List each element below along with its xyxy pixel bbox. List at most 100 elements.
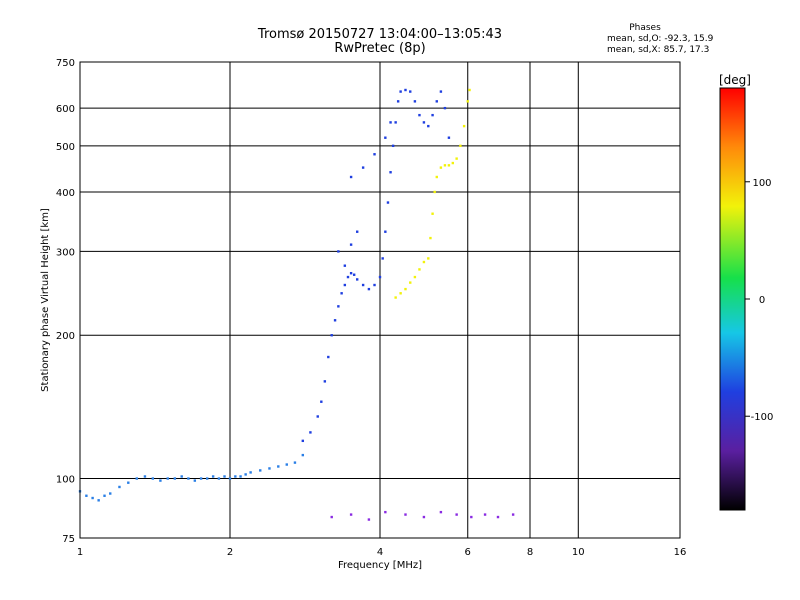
data-point (91, 496, 94, 500)
data-point (159, 479, 162, 482)
data-point (373, 283, 376, 287)
data-point (404, 88, 407, 92)
data-point (455, 513, 458, 516)
x-tick-label: 6 (465, 547, 471, 558)
x-tick-label: 4 (377, 547, 383, 558)
colorbar-tick-label: 0 (759, 295, 765, 306)
data-point (239, 475, 242, 478)
data-point (320, 400, 323, 403)
data-point (447, 164, 451, 167)
data-point (337, 305, 340, 308)
y-tick-label: 600 (56, 104, 75, 115)
grid-lines (80, 62, 680, 538)
data-point (249, 471, 252, 474)
data-point (223, 475, 226, 478)
data-point (340, 292, 343, 295)
data-point (109, 492, 112, 495)
x-tick-label: 10 (572, 547, 585, 558)
data-point (386, 201, 390, 204)
x-tick-label: 1 (77, 547, 83, 558)
data-point (389, 121, 392, 124)
x-axis-label: Frequency [MHz] (338, 560, 422, 571)
data-point (355, 230, 359, 233)
data-point (431, 212, 434, 215)
data-point (355, 278, 359, 281)
data-point (422, 121, 426, 124)
data-point (439, 166, 443, 169)
data-point (361, 166, 365, 169)
data-point (349, 175, 353, 179)
y-tick-label: 200 (56, 331, 75, 342)
data-point (443, 106, 447, 110)
data-point (496, 515, 500, 519)
y-tick-label: 750 (56, 58, 75, 69)
data-point (259, 469, 262, 472)
data-point (470, 515, 473, 519)
data-point (333, 319, 337, 322)
phases-x-stats: mean, sd,X: 85.7, 17.3 (607, 45, 709, 55)
axis-ticks: 1 2 4 6 8 10 16 75 100 200 300 400 500 600 750 (56, 58, 686, 558)
y-tick-label: 400 (56, 188, 75, 199)
y-tick-label: 100 (56, 475, 75, 486)
data-point (118, 485, 121, 489)
data-point (234, 475, 237, 478)
data-point (427, 257, 430, 260)
data-point (205, 477, 209, 480)
data-point (413, 100, 417, 103)
data-point (301, 439, 305, 443)
data-point (343, 283, 347, 287)
data-point (343, 264, 347, 267)
data-point (427, 124, 430, 128)
colorbar (719, 87, 746, 511)
data-point (439, 510, 443, 514)
data-point (367, 518, 371, 521)
data-point (399, 292, 402, 295)
data-point (413, 275, 417, 279)
data-point (389, 171, 392, 174)
x-tick-label: 16 (674, 547, 687, 558)
data-point (378, 275, 382, 279)
data-point (301, 453, 305, 457)
data-point (361, 283, 365, 287)
colorbar-ticks: 100 0 -100 (745, 178, 773, 423)
data-point (404, 287, 407, 291)
x-tick-label: 8 (527, 547, 533, 558)
data-point (443, 164, 447, 167)
colorbar-tick-label: -100 (751, 412, 774, 423)
data-point (399, 90, 402, 93)
data-point (396, 100, 400, 103)
y-axis-label: Stationary phase Virtual Height [km] (40, 208, 51, 392)
data-point (422, 260, 426, 264)
data-point (228, 477, 232, 480)
data-point (394, 296, 397, 299)
colorbar-label: [deg] (719, 73, 751, 87)
data-point (309, 431, 312, 434)
data-point (135, 477, 138, 480)
data-point (316, 415, 319, 418)
data-point (435, 175, 438, 179)
data-point (451, 161, 455, 165)
data-point (166, 477, 169, 480)
plot-frame (79, 61, 681, 539)
data-point (381, 257, 384, 260)
data-point (455, 157, 458, 160)
chart-subtitle: RwPretec (8p) (334, 41, 425, 56)
data-point (439, 90, 443, 93)
data-point (447, 136, 451, 139)
data-point (409, 281, 412, 284)
data-point (409, 90, 412, 93)
y-tick-label: 300 (56, 247, 75, 258)
data-point (103, 494, 106, 497)
data-point (151, 477, 155, 480)
data-point (352, 273, 356, 276)
data-point (384, 230, 387, 233)
data-point (433, 190, 436, 194)
data-point (193, 479, 197, 482)
data-point (349, 513, 353, 516)
data-point (97, 499, 100, 502)
data-point (511, 513, 515, 516)
data-point (293, 461, 297, 464)
data-point (418, 113, 421, 117)
phases-o-stats: mean, sd,O: -92.3, 15.9 (607, 34, 714, 44)
